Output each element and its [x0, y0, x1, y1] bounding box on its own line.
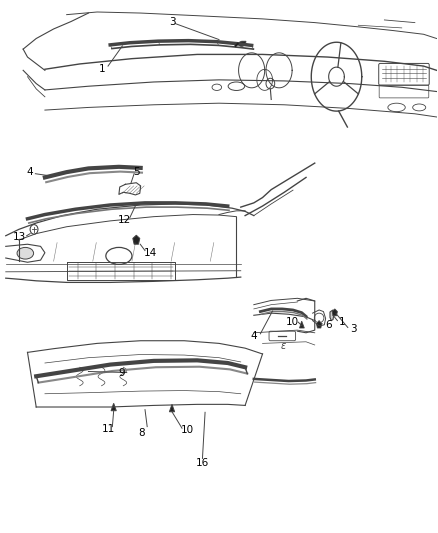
Polygon shape [330, 310, 334, 320]
Ellipse shape [17, 247, 34, 259]
Polygon shape [300, 321, 304, 328]
Text: 6: 6 [325, 320, 332, 330]
Polygon shape [317, 320, 322, 328]
Text: ε: ε [281, 341, 286, 351]
Text: 12: 12 [118, 215, 131, 225]
Text: 1: 1 [99, 64, 106, 74]
Text: 3: 3 [169, 17, 175, 27]
Text: 16: 16 [196, 458, 209, 467]
Text: 14: 14 [144, 248, 157, 258]
Text: 4: 4 [26, 167, 33, 177]
Polygon shape [332, 309, 337, 316]
Polygon shape [111, 403, 116, 411]
Text: 3: 3 [350, 324, 357, 334]
Text: 9: 9 [118, 368, 125, 377]
Text: 4: 4 [251, 332, 257, 342]
Text: 1: 1 [339, 317, 346, 327]
Polygon shape [170, 405, 175, 412]
Polygon shape [133, 235, 140, 244]
Text: 11: 11 [101, 424, 115, 434]
Text: 13: 13 [13, 232, 26, 243]
Text: 10: 10 [286, 317, 299, 327]
Text: 8: 8 [139, 428, 145, 438]
Text: 10: 10 [180, 425, 194, 435]
Text: 5: 5 [133, 167, 140, 176]
Wedge shape [237, 41, 246, 46]
